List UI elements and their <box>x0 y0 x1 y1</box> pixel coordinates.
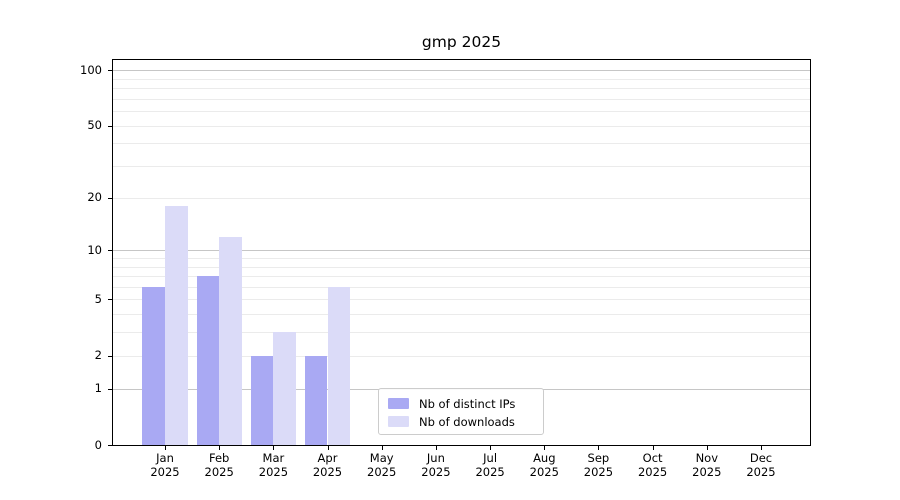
gridline-minor <box>113 332 810 334</box>
x-tick-label-feb: Feb 2025 <box>204 451 234 479</box>
bar-jan-distinct-ips <box>142 286 165 445</box>
x-tick-label-dec: Dec 2025 <box>746 451 776 479</box>
gridline-major <box>113 70 810 71</box>
y-tick <box>108 299 112 301</box>
y-tick <box>108 355 112 357</box>
gridline-minor <box>113 276 810 277</box>
bar-mar-downloads <box>273 332 296 445</box>
gridline-minor <box>113 355 810 357</box>
x-tick-label-apr: Apr 2025 <box>312 451 343 479</box>
x-tick-label-jul: Jul 2025 <box>475 451 505 479</box>
y-tick-label: 10 <box>87 242 102 257</box>
x-tick <box>435 446 437 450</box>
gridline-minor <box>113 286 810 288</box>
x-tick-label-oct: Oct 2025 <box>637 451 668 479</box>
gridline-minor <box>113 197 810 199</box>
x-tick-label-may: May 2025 <box>367 451 397 479</box>
bar-feb-distinct-ips <box>196 276 220 445</box>
x-tick <box>652 446 654 450</box>
gridline-minor <box>113 78 810 80</box>
x-tick <box>706 446 708 450</box>
gridline-minor <box>113 166 810 167</box>
y-tick <box>108 445 112 446</box>
x-tick-label-nov: Nov 2025 <box>692 451 722 479</box>
gridline-minor <box>113 266 810 268</box>
x-tick-label-aug: Aug 2025 <box>529 451 559 479</box>
y-tick-label: 20 <box>87 190 102 205</box>
gridline-minor <box>113 111 810 112</box>
x-tick <box>544 446 546 450</box>
x-tick <box>273 446 275 450</box>
x-tick-label-mar: Mar 2025 <box>258 451 289 479</box>
bar-jan-downloads <box>165 205 188 445</box>
x-tick-label-jun: Jun 2025 <box>421 451 451 479</box>
y-tick-label: 50 <box>87 118 102 132</box>
legend-label-distinct-ips: Nb of distinct IPs <box>419 396 516 411</box>
x-tick-label-jan: Jan 2025 <box>150 451 180 479</box>
bar-mar-distinct-ips <box>250 355 274 445</box>
legend-item-distinct-ips: Nb of distinct IPs <box>388 395 534 412</box>
bar-apr-downloads <box>327 286 351 445</box>
gridline-minor <box>113 87 810 89</box>
x-tick <box>761 446 762 450</box>
legend-swatch-downloads-icon <box>388 416 409 427</box>
y-tick-label: 100 <box>80 62 102 77</box>
y-tick <box>108 70 112 71</box>
chart-title: gmp 2025 <box>421 33 502 51</box>
y-tick-label: 5 <box>94 291 102 306</box>
x-tick <box>219 446 221 450</box>
gridline-minor <box>113 314 810 316</box>
gridline-minor <box>113 125 810 127</box>
x-tick <box>598 446 600 450</box>
gridline-major <box>113 250 810 252</box>
legend-label-downloads: Nb of downloads <box>419 414 515 429</box>
x-tick-label-sep: Sep 2025 <box>583 451 614 479</box>
x-tick <box>327 446 329 450</box>
bar-apr-distinct-ips <box>304 355 328 445</box>
y-tick-label: 0 <box>94 437 102 452</box>
y-tick-label: 2 <box>94 348 102 363</box>
y-tick <box>108 197 112 199</box>
plot-area: Nb of distinct IPs Nb of downloads 0 1 2 5 1… <box>80 59 811 479</box>
legend-swatch-distinct-ips-icon <box>388 398 409 409</box>
y-tick <box>108 388 112 390</box>
y-tick <box>108 125 112 127</box>
legend: Nb of distinct IPs Nb of downloads <box>378 388 544 435</box>
gridline-minor <box>113 143 810 145</box>
x-tick <box>381 446 383 450</box>
bar-feb-downloads <box>219 236 242 445</box>
y-tick-label: 1 <box>94 381 102 396</box>
gridline-minor <box>113 299 810 301</box>
gridline-minor <box>113 257 810 259</box>
x-tick <box>490 446 492 450</box>
x-tick <box>165 446 166 450</box>
legend-item-downloads: Nb of downloads <box>388 413 534 430</box>
y-tick <box>108 250 112 252</box>
gridline-minor <box>113 98 810 100</box>
